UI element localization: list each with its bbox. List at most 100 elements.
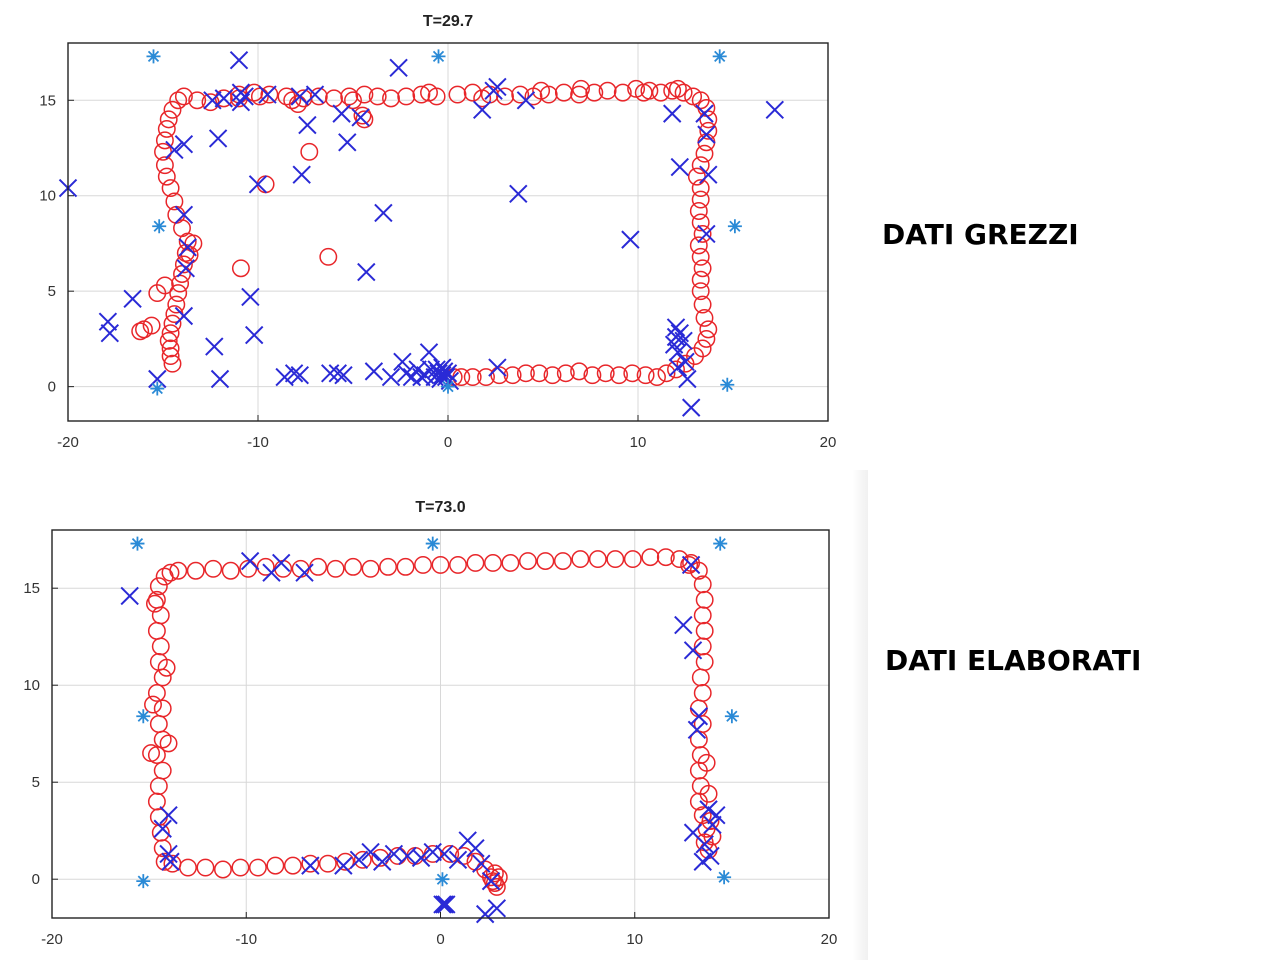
point-circle	[693, 259, 712, 278]
point-circle	[231, 259, 250, 278]
point-circle	[554, 83, 573, 102]
point-circle	[695, 308, 714, 327]
point-circle	[361, 559, 380, 578]
point-circle	[553, 552, 572, 570]
point-x	[229, 50, 249, 70]
point-circle	[397, 87, 416, 106]
point-x	[328, 364, 348, 383]
point-circle	[571, 550, 590, 569]
point-x	[210, 369, 230, 389]
point-x	[272, 553, 291, 573]
point-asterisk	[727, 219, 742, 234]
point-circle	[623, 364, 642, 383]
point-circle	[585, 83, 604, 102]
point-circle	[691, 213, 710, 232]
point-circle	[161, 347, 180, 366]
point-circle	[699, 784, 718, 803]
point-circle	[142, 316, 161, 335]
label-processed-data: DATI ELABORATI	[885, 644, 1142, 677]
point-circle	[179, 858, 197, 877]
point-x	[244, 325, 264, 345]
point-x	[174, 306, 194, 326]
point-circle	[245, 83, 264, 102]
point-asterisk	[136, 874, 151, 889]
point-circle	[167, 295, 186, 314]
point-x	[472, 100, 492, 120]
point-circle	[163, 100, 182, 119]
point-circle	[368, 87, 387, 106]
point-circle	[701, 812, 720, 830]
point-asterisk	[136, 709, 151, 724]
point-circle	[159, 734, 178, 753]
chart-panel-raw: -20 -10 0 10 20 0 5 10 15 T=29.7	[0, 0, 850, 470]
point-circle	[231, 858, 250, 877]
point-circle	[414, 555, 432, 574]
point-x	[148, 369, 167, 389]
point-circle	[163, 354, 182, 373]
point-x	[176, 259, 196, 278]
point-circle	[161, 339, 180, 358]
point-circle	[159, 110, 178, 129]
point-circle	[613, 83, 632, 102]
point-circle	[161, 324, 180, 343]
point-circle	[530, 364, 549, 383]
point-circle	[691, 179, 710, 198]
point-x	[621, 230, 640, 249]
point-circle	[420, 83, 438, 102]
point-x	[689, 707, 709, 726]
chart-title: T=29.7	[423, 13, 473, 30]
point-asterisk	[152, 219, 167, 234]
y-tick-label: 15	[39, 92, 56, 109]
point-circle	[396, 557, 415, 576]
point-circle	[174, 255, 193, 274]
point-circle	[473, 89, 492, 108]
point-x	[701, 846, 720, 866]
point-circle	[163, 314, 182, 333]
point-circle	[689, 236, 708, 255]
point-circle	[260, 85, 279, 104]
point-circle	[204, 559, 223, 578]
series-layer	[58, 49, 785, 417]
point-x	[695, 104, 714, 123]
y-tick-label: 10	[39, 188, 56, 205]
point-circle	[496, 87, 514, 106]
point-circle	[248, 858, 267, 877]
point-circle	[697, 753, 716, 772]
point-circle	[319, 247, 338, 266]
point-circle	[379, 557, 398, 576]
y-tick-label: 5	[48, 283, 56, 300]
point-x	[437, 895, 456, 914]
point-circle	[157, 658, 176, 677]
x-tick-label: 0	[436, 931, 444, 948]
point-circle	[161, 563, 180, 582]
x-tick-label: 20	[820, 434, 837, 451]
point-x	[361, 842, 380, 862]
point-x	[290, 87, 310, 106]
point-asterisk	[724, 709, 739, 724]
point-circle	[463, 83, 482, 102]
point-circle	[142, 744, 161, 763]
point-x	[174, 205, 194, 225]
x-tick-label: -20	[57, 434, 79, 451]
point-x	[98, 312, 118, 331]
point-circle	[353, 850, 372, 869]
point-circle	[583, 366, 602, 385]
point-x	[487, 899, 507, 918]
point-x	[674, 331, 693, 351]
point-x	[393, 352, 412, 372]
point-x	[695, 835, 714, 854]
point-circle	[157, 119, 176, 138]
point-circle	[483, 554, 502, 572]
point-circle	[463, 368, 482, 387]
point-circle	[699, 121, 718, 140]
point-circle	[680, 555, 699, 574]
point-circle	[153, 699, 172, 718]
point-circle	[511, 85, 530, 104]
point-circle	[670, 550, 689, 569]
point-circle	[693, 224, 712, 243]
x-tick-label: -10	[247, 434, 269, 451]
point-x	[334, 856, 353, 875]
point-x	[231, 83, 251, 102]
point-x	[396, 364, 416, 383]
point-circle	[344, 557, 363, 576]
